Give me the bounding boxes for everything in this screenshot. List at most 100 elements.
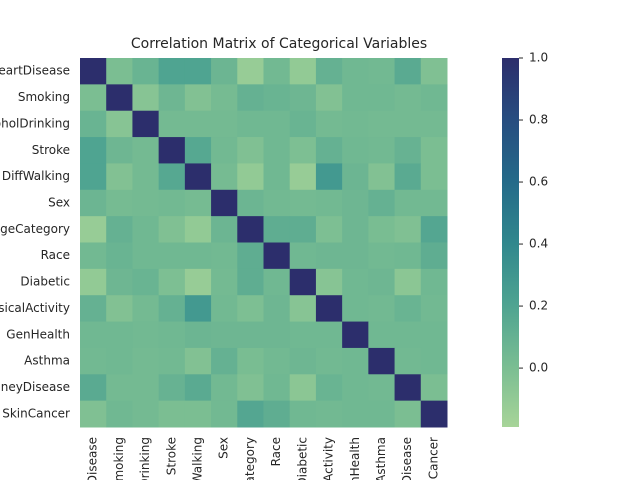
x-tick-label: SkinCancer (426, 437, 440, 480)
heatmap-cell (368, 84, 396, 112)
heatmap-cell (342, 347, 369, 375)
heatmap-cell (237, 84, 264, 112)
heatmap-cell (106, 400, 133, 428)
heatmap-cell (184, 58, 212, 85)
heatmap-cell (211, 163, 238, 191)
heatmap-cell (394, 374, 422, 402)
heatmap-cell (132, 163, 160, 191)
heatmap-cell (263, 400, 291, 428)
heatmap-cell (368, 268, 396, 296)
heatmap-cell (158, 295, 186, 323)
y-tick-label: SkinCancer (2, 406, 70, 420)
heatmap-cell (394, 137, 422, 164)
heatmap-cell (184, 321, 212, 349)
heatmap-cell (263, 321, 291, 349)
heatmap-cell (237, 321, 264, 349)
heatmap-cell (158, 137, 186, 164)
heatmap-cell (158, 347, 186, 375)
y-tick-label: Sex (48, 195, 70, 209)
heatmap-cell (368, 400, 396, 428)
chart-title: Correlation Matrix of Categorical Variab… (131, 36, 427, 52)
heatmap-cell (158, 110, 186, 138)
heatmap-cell (184, 163, 212, 191)
x-tick-label: PhysicalActivity (322, 437, 336, 480)
heatmap-cell (394, 216, 422, 243)
heatmap-cell (237, 295, 264, 323)
heatmap-cell (289, 242, 317, 270)
heatmap-cell (263, 374, 291, 402)
heatmap-cell (106, 242, 133, 270)
heatmap-cell (368, 216, 396, 243)
x-tick-label: Race (269, 437, 283, 466)
heatmap-cell (106, 189, 133, 217)
heatmap-cell (184, 216, 212, 243)
heatmap-cell (420, 268, 448, 296)
heatmap-cell (342, 295, 369, 323)
heatmap-cell (289, 347, 317, 375)
heatmap-cell (158, 374, 186, 402)
heatmap-cell (420, 347, 448, 375)
heatmap-cell (211, 58, 238, 85)
heatmap-cell (158, 216, 186, 243)
colorbar-tick-label: 0.8 (529, 113, 548, 127)
heatmap-cell (237, 216, 264, 243)
x-tick-label: HeartDisease (86, 437, 100, 480)
heatmap-cell (237, 58, 264, 85)
heatmap-cell (342, 216, 369, 243)
y-tick-label: HeartDisease (0, 64, 70, 78)
heatmap-cell (237, 110, 264, 138)
heatmap-cell (237, 374, 264, 402)
x-tick-label: GenHealth (348, 437, 362, 480)
y-tick-label: GenHealth (6, 327, 70, 341)
heatmap-cell (263, 268, 291, 296)
heatmap-cell (184, 268, 212, 296)
y-tick-label: PhysicalActivity (0, 301, 70, 315)
heatmap-cell (158, 189, 186, 217)
heatmap-cell (80, 58, 107, 85)
heatmap-cell (106, 216, 133, 243)
heatmap-cell (315, 374, 343, 402)
y-tick-label: Smoking (18, 90, 70, 104)
heatmap-cell (106, 268, 133, 296)
heatmap-cell (315, 295, 343, 323)
heatmap-cell (132, 374, 160, 402)
heatmap-cell (106, 137, 133, 164)
heatmap-cell (420, 216, 448, 243)
heatmap-cell (315, 321, 343, 349)
heatmap-cell (106, 295, 133, 323)
heatmap-cell (237, 242, 264, 270)
heatmap-cell (106, 163, 133, 191)
heatmap-cell (237, 137, 264, 164)
heatmap-cell (368, 295, 396, 323)
heatmap-cell (80, 321, 107, 349)
heatmap-cell (394, 163, 422, 191)
heatmap-cell (263, 163, 291, 191)
heatmap-cell (80, 242, 107, 270)
heatmap-cell (132, 321, 160, 349)
heatmap-cell (420, 84, 448, 112)
heatmap-cell (315, 268, 343, 296)
heatmap-cell (263, 189, 291, 217)
heatmap-cell (368, 163, 396, 191)
colorbar-tick-label: 0.4 (529, 237, 548, 251)
heatmap-cell (211, 137, 238, 164)
heatmap-cell (211, 268, 238, 296)
y-tick-label: Asthma (24, 354, 70, 368)
heatmap-cell (315, 137, 343, 164)
heatmap-cell (368, 189, 396, 217)
y-tick-label: DiffWalking (2, 169, 70, 183)
colorbar-tick-label: 0.2 (529, 299, 548, 313)
heatmap-cell (289, 295, 317, 323)
x-tick-label: Diabetic (295, 437, 309, 480)
heatmap-cell (184, 110, 212, 138)
heatmap-cell (132, 242, 160, 270)
heatmap-cell (132, 268, 160, 296)
colorbar (502, 58, 519, 427)
heatmap-cell (342, 321, 369, 349)
y-tick-label: AgeCategory (0, 222, 70, 236)
heatmap-cell (342, 110, 369, 138)
heatmap-cell (184, 374, 212, 402)
heatmap-cell (80, 374, 107, 402)
heatmap-cell (342, 242, 369, 270)
